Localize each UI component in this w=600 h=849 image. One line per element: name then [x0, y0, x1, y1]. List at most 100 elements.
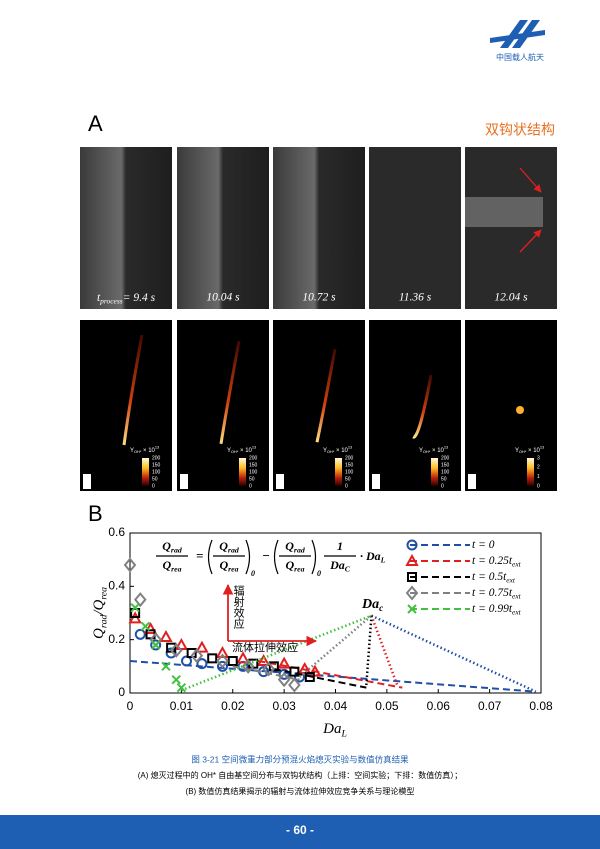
- colorbar-tick: 50: [345, 476, 351, 482]
- y-tick-label: 0.4: [108, 579, 125, 593]
- eq-num: Qrad: [162, 539, 182, 555]
- annotation-part: c: [379, 603, 383, 613]
- eq-den-part: Q: [219, 558, 228, 572]
- colorbar: [527, 458, 534, 486]
- point: [308, 664, 322, 677]
- arrow: [519, 229, 542, 253]
- x-axis-label: DaL: [322, 721, 347, 739]
- colorbar-tick: 100: [345, 469, 354, 475]
- y-tick-label: 0.6: [108, 525, 125, 539]
- legend-marker: [405, 585, 419, 601]
- point: [130, 602, 140, 613]
- model-line: [273, 668, 367, 689]
- experiment-image: [465, 147, 557, 309]
- simulation-image: [177, 320, 269, 491]
- time-label: 10.72 s: [302, 292, 336, 304]
- eq-den-part: C: [345, 564, 351, 573]
- experiment-image: [273, 147, 365, 309]
- point: [256, 653, 271, 666]
- y-axis-label-part: rea: [99, 587, 110, 600]
- point: [277, 656, 291, 669]
- colorbar-label-part: × 10: [141, 448, 155, 454]
- point: [123, 557, 137, 573]
- colorbar-tick: 1: [537, 474, 540, 480]
- time-label: 10.04 s: [206, 292, 240, 304]
- colorbar: [239, 458, 246, 486]
- point: [216, 660, 228, 672]
- legend-label-part: t = 0.5t: [472, 571, 507, 583]
- point: [134, 628, 146, 640]
- colorbar-tick: 150: [152, 462, 161, 468]
- point: [161, 661, 171, 672]
- colorbar-label-part: 13: [155, 445, 159, 450]
- point: [190, 648, 204, 664]
- eq-den-part: Q: [162, 558, 171, 572]
- experiment-image: [369, 147, 461, 309]
- legend-label-part: ext: [506, 575, 516, 584]
- colorbar-tick: 200: [249, 455, 258, 461]
- colorbar-tick: 200: [345, 455, 354, 461]
- eq-num: Qrad: [285, 539, 305, 555]
- x-tick-label: 0.05: [375, 699, 399, 713]
- point: [289, 666, 300, 677]
- colorbar-tick: 150: [249, 462, 258, 468]
- point: [207, 653, 218, 664]
- x-tick-label: 0: [127, 699, 134, 713]
- experiment-image: [80, 147, 172, 309]
- logo: 中国载人航天: [490, 20, 545, 62]
- colorbar-tick: 50: [152, 476, 158, 482]
- caption-title: 图 3-21 空间微重力部分预混火焰熄灭实验与数值仿真结果: [191, 754, 409, 764]
- eq-den: DaC: [329, 558, 351, 574]
- colorbar-label-part: OH*: [519, 449, 527, 454]
- experiment-image: [177, 147, 269, 309]
- caption-line: (B) 数值仿真结果揭示的辐射与流体拉伸效应竞争关系与理论模型: [186, 786, 415, 796]
- eq-den-part: rea: [294, 564, 304, 573]
- eq-sub: 0: [317, 569, 321, 578]
- legend-label: t = 0: [472, 539, 495, 551]
- eq-num-part: Q: [219, 539, 228, 553]
- colorbar-label-part: OH*: [423, 449, 431, 454]
- x-tick-label: 0.07: [478, 699, 502, 713]
- time-label: tprocess= 9.4 s: [97, 292, 156, 306]
- colorbar-tick: 0: [249, 483, 252, 489]
- flame: [516, 406, 524, 414]
- colorbar-label-part: 13: [540, 445, 544, 450]
- point: [140, 621, 151, 632]
- y-axis-label-part: Q: [91, 599, 107, 610]
- point: [181, 655, 193, 667]
- eq-num-part: rad: [228, 545, 239, 554]
- colorbar-label-part: OH*: [327, 449, 335, 454]
- colorbar-tick: 0: [537, 483, 540, 489]
- logo-text: 中国载人航天: [496, 52, 544, 62]
- time-label: 12.04 s: [494, 292, 528, 304]
- eq-den: Qrea: [162, 558, 181, 574]
- simulation-image: [273, 320, 365, 491]
- arrow: [519, 167, 542, 193]
- colorbar-label-part: Y: [323, 448, 327, 454]
- legend-label: t = 0.25text: [472, 555, 522, 569]
- colorbar-label-part: Y: [419, 448, 423, 454]
- x-tick-label: 0.03: [272, 699, 296, 713]
- colorbar-label: YOH* × 1013: [323, 445, 352, 454]
- eq-num-part: 1: [337, 539, 343, 553]
- legend-label: t = 0.5text: [472, 571, 516, 585]
- point: [236, 651, 250, 664]
- colorbar-label-part: × 10: [526, 448, 540, 454]
- eq-den-part: rea: [228, 564, 238, 573]
- x-tick-label: 0.02: [221, 699, 245, 713]
- eq-term-part: Da: [365, 549, 381, 563]
- colorbar: [142, 458, 149, 486]
- model-line: [365, 615, 373, 686]
- scale-box: [276, 474, 284, 489]
- simulation-image: [369, 320, 461, 491]
- scale-box: [83, 474, 91, 489]
- colorbar-label-part: Y: [515, 448, 519, 454]
- x-axis-label-part: Da: [322, 721, 341, 737]
- colorbar-tick: 150: [441, 462, 450, 468]
- simulation-image: [465, 320, 557, 491]
- legend-label-part: t = 0.75t: [472, 587, 513, 599]
- y-axis-label-part: Q: [91, 628, 107, 639]
- point: [171, 674, 181, 685]
